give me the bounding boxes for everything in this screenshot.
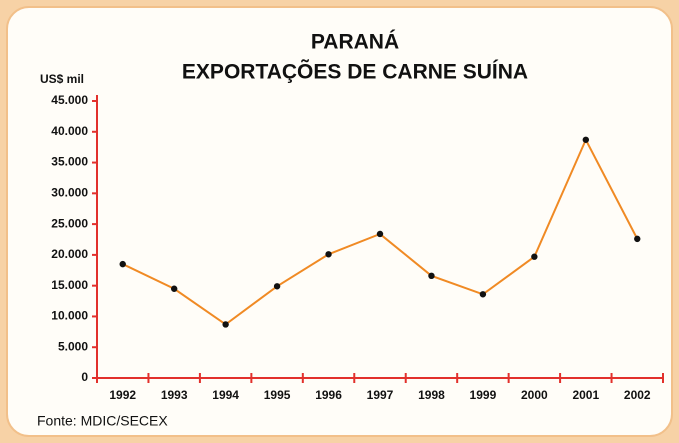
y-tick-label: 15.000 [51,278,88,292]
y-tick-label: 0 [81,370,88,384]
point [325,251,332,258]
point [119,260,126,268]
point [479,291,487,298]
y-tick-label: 30.000 [51,186,88,200]
y-axis-label: US$ mil [40,72,84,86]
point [273,283,281,290]
x-tick-label: 1992 [109,388,136,402]
x-tick-label: 2000 [521,388,548,402]
card [6,6,673,437]
x-tick-label: 1995 [264,388,291,402]
y-tick-label: 10.000 [51,309,88,323]
x-tick-label: 2001 [572,388,599,402]
x-tick-label: 1998 [418,388,445,402]
chart-subtitle: EXPORTAÇÕES DE CARNE SUÍNA [182,60,528,84]
point [634,235,641,243]
point [376,230,384,238]
x-tick-label: 1994 [212,388,239,402]
point [582,136,590,143]
x-tick-label: 2002 [624,388,651,402]
point [170,285,178,292]
y-tick-label: 5.000 [58,339,88,353]
y-tick-label: 20.000 [51,247,88,261]
x-tick-label: 1996 [315,388,342,402]
point [531,253,538,260]
y-tick-label: 25.000 [51,216,88,230]
x-tick-label: 1999 [470,388,497,402]
source: Fonte: MDIC/SECEX [37,413,168,429]
y-tick-label: 35.000 [51,155,88,169]
y-tick-label: 40.000 [51,124,88,138]
chart-title: PARANÁ [311,31,399,54]
x-tick-label: 1997 [367,388,394,402]
x-tick-label: 1993 [161,388,188,402]
point [428,272,435,280]
point [222,321,229,328]
y-tick-label: 45.000 [51,93,88,107]
